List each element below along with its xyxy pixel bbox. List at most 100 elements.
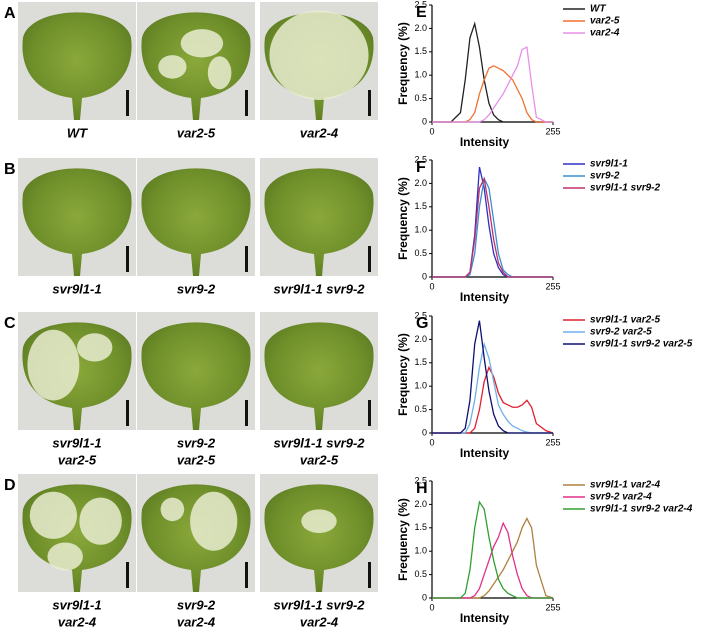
y-tick-label: 0.5 [414,93,427,103]
scale-bar [245,562,248,588]
leaf-photo [264,168,374,276]
pale-patch [47,542,83,571]
y-axis-label: Frequency (%) [396,333,410,416]
leaf [141,322,251,430]
x-tick-label: 255 [545,437,560,447]
scale-bar [245,400,248,426]
leaf-photo [22,484,132,592]
y-tick-label: 1.0 [414,225,427,235]
genotype-label: WT [67,125,88,140]
leaf-photo [22,12,132,121]
histogram-line [432,21,553,123]
pale-patch [269,10,369,100]
pale-patch [79,497,122,545]
leaf-photo [22,168,132,276]
scale-bar [368,246,371,272]
leaf [264,484,374,592]
y-tick-label: 0 [422,427,427,437]
x-axis-label: Intensity [460,135,510,149]
x-tick-label: 0 [429,281,434,291]
genotype-label: svr9l1-1 [52,281,101,296]
y-axis-label: Frequency (%) [396,177,410,260]
y-tick-label: 1.0 [414,70,427,80]
panel-letter: H [416,480,428,497]
legend-label: svr9l1-1 svr9-2 var2-5 [590,339,693,350]
leaf-photo [22,322,132,430]
legend-label: svr9-2 var2-4 [590,492,652,503]
pale-patch [160,497,185,522]
y-tick-label: 1.5 [414,46,427,56]
pale-patch [77,333,113,362]
legend-label: var2-5 [590,16,620,27]
scale-bar [126,246,129,272]
legend-label: svr9l1-1 svr9-2 [590,183,660,194]
scale-bar [368,400,371,426]
legend-label: svr9l1-1 svr9-2 var2-4 [590,504,693,515]
scale-bar [126,90,129,116]
pale-patch [190,491,238,551]
leaf [22,12,132,121]
y-tick-label: 1.5 [414,201,427,211]
histogram-line [432,320,553,434]
genotype-label: var2-5 [177,452,216,467]
histogram-line [432,365,554,434]
leaf [22,168,132,276]
panel-letter: E [416,4,427,21]
legend-label: var2-4 [590,28,620,39]
histogram-line [432,176,553,278]
scale-bar [245,90,248,116]
y-tick-label: 1.5 [414,522,427,532]
y-tick-label: 1.0 [414,381,427,391]
genotype-label: svr9l1-1 [52,435,101,450]
x-tick-label: 255 [545,126,560,136]
y-axis-label: Frequency (%) [396,498,410,581]
histogram-line [432,65,553,123]
legend-label: svr9l1-1 var2-5 [590,315,660,326]
histogram-line [432,517,554,599]
panel-letter: D [4,477,16,494]
y-tick-label: 0 [422,271,427,281]
pale-patch [29,491,77,539]
genotype-label: svr9l1-1 svr9-2 [273,281,365,296]
leaf [141,168,251,276]
y-tick-label: 0 [422,116,427,126]
x-tick-label: 0 [429,437,434,447]
y-tick-label: 2.0 [414,23,427,33]
genotype-label: svr9l1-1 svr9-2 [273,435,365,450]
panel-letter: A [4,5,16,22]
x-axis-label: Intensity [460,611,510,625]
y-tick-label: 0.5 [414,248,427,258]
x-tick-label: 0 [429,602,434,612]
legend-label: svr9l1-1 var2-4 [590,480,660,491]
leaf [264,168,374,276]
y-tick-label: 0 [422,592,427,602]
histogram-line [432,46,553,123]
pale-patch [301,509,337,533]
panel-letter: C [4,315,16,332]
scale-bar [245,246,248,272]
scale-bar [126,562,129,588]
x-axis-label: Intensity [460,446,510,460]
genotype-label: svr9-2 [177,597,216,612]
genotype-label: var2-4 [300,125,339,140]
panel-letter: B [4,161,16,178]
legend-label: svr9l1-1 [590,159,628,170]
histogram-line [432,521,553,599]
genotype-label: var2-5 [177,125,216,140]
histogram-line [432,166,553,278]
histogram-line [432,500,553,599]
scale-bar [126,400,129,426]
y-axis-label: Frequency (%) [396,22,410,105]
genotype-label: svr9l1-1 [52,597,101,612]
y-tick-label: 2.5 [414,154,427,164]
y-tick-label: 2.0 [414,499,427,509]
genotype-label: var2-5 [58,452,97,467]
y-tick-label: 2.5 [414,0,427,9]
y-tick-label: 0.5 [414,404,427,414]
scale-bar [368,90,371,116]
pale-patch [27,329,80,401]
pale-patch [158,55,187,79]
leaf-photo [141,12,251,121]
leaf-photo [141,322,251,430]
